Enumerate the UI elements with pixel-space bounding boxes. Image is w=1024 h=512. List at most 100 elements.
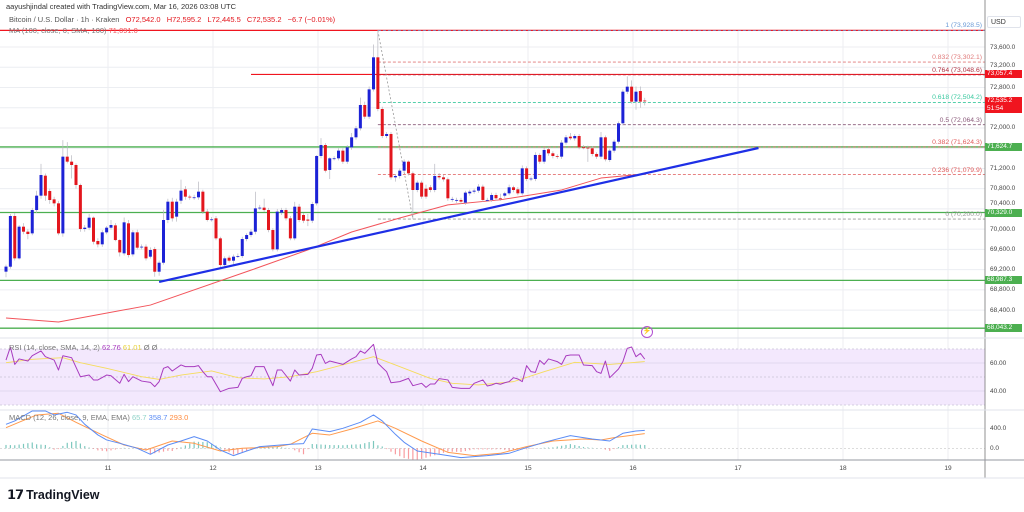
candle-body (612, 141, 616, 151)
macd-histogram-bar (403, 448, 405, 459)
macd-histogram-bar (62, 445, 64, 449)
macd-histogram-bar (224, 448, 226, 450)
macd-histogram-bar (263, 447, 265, 449)
candle-body (516, 189, 520, 194)
macd-histogram-bar (110, 448, 112, 451)
pane-frame (0, 0, 1024, 479)
brand-name: TradingView (26, 488, 100, 502)
candle-body (39, 175, 43, 196)
macd-legend[interactable]: MACD (12, 26, close, 9, EMA, EMA) 65.7 3… (9, 413, 188, 422)
macd-histogram-bar (36, 444, 38, 449)
macd-histogram-bar (574, 445, 576, 449)
macd-histogram-bar (101, 448, 103, 451)
candle-body (323, 145, 327, 171)
macd-histogram-bar (176, 448, 178, 450)
macd-histogram-bar (97, 448, 99, 451)
macd-histogram-bar (473, 448, 475, 450)
candle-body (205, 211, 209, 221)
candle-body (538, 154, 542, 162)
candle-body (603, 137, 607, 160)
candle-body (4, 266, 8, 272)
macd-histogram-bar (158, 448, 160, 453)
macd-histogram-bar (276, 446, 278, 449)
macd-histogram-bar (421, 448, 423, 459)
price-tag: 71,624.7 (985, 142, 1022, 151)
macd-histogram-bar (368, 442, 370, 449)
macd-histogram-bar (44, 444, 46, 449)
macd-histogram-bar (429, 448, 431, 457)
candle-body (367, 89, 371, 117)
macd-histogram-bar (167, 448, 169, 451)
candle-body (437, 175, 441, 178)
candle-body (22, 226, 25, 232)
ma-value: 71,091.0 (108, 26, 138, 35)
candle-body (109, 225, 113, 228)
candle-body (560, 142, 564, 157)
macd-histogram-bar (237, 448, 239, 454)
candle-body (555, 155, 559, 157)
chart-credit: aayushjindal created with TradingView.co… (6, 2, 236, 11)
tradingview-logo[interactable]: 𝟭𝟳 TradingView (7, 487, 100, 503)
macd-histogram-bar (604, 448, 606, 450)
candle-body (376, 57, 380, 109)
candle-body (262, 207, 266, 211)
candle-body (363, 104, 367, 117)
symbol-name[interactable]: Bitcoin / U.S. Dollar · 1h · Kraken (9, 15, 120, 24)
candle-body (284, 210, 288, 219)
ma100-line (5, 173, 645, 323)
ohlc-close: C72,535.2 (246, 15, 282, 24)
macd-histogram-bar (232, 448, 235, 455)
price-tag: 73,057.4 (985, 70, 1022, 79)
trendline (158, 146, 759, 284)
candle-body (232, 256, 235, 261)
macd-histogram-bar (486, 448, 488, 450)
macd-histogram-bar (456, 448, 458, 452)
candle-body (13, 216, 17, 259)
candle-body (140, 246, 144, 248)
macd-histogram-bar (272, 447, 274, 449)
candle-body (302, 214, 305, 221)
candle-body (240, 239, 244, 257)
candle-body (385, 133, 389, 137)
fib-level-label: 0.764 (73,048.6) (932, 66, 982, 74)
macd-histogram-bar (22, 443, 25, 449)
ma-legend[interactable]: MA (100, close, 0, SMA, 100) 71,091.0 (9, 26, 138, 35)
candle-body (582, 147, 585, 149)
event-marker-icon[interactable]: ⚡ (641, 326, 653, 338)
candle-body (643, 100, 647, 102)
candle-body (218, 238, 222, 266)
candle-body (485, 199, 489, 201)
macd-histogram-bar (329, 445, 331, 449)
macd-histogram-bar (75, 440, 77, 449)
candle-body (450, 198, 454, 200)
macd-histogram-bar (162, 448, 165, 452)
rsi-legend[interactable]: RSI (14, close, SMA, 14, 2) 62.76 61.01 … (9, 343, 158, 352)
macd-histogram-bar (394, 448, 396, 455)
macd-value: 358.7 (148, 413, 168, 422)
macd-histogram-bar (530, 448, 532, 449)
tradingview-logo-icon: 𝟭𝟳 (7, 487, 24, 502)
fibonacci-retracement (377, 29, 985, 220)
macd-histogram-bar (543, 447, 545, 449)
candle-body (236, 256, 240, 257)
candle-body (411, 173, 415, 190)
candle-body (512, 187, 515, 190)
macd-lines (5, 410, 646, 461)
candle-body (210, 219, 214, 221)
macd-histogram-bar (66, 442, 68, 449)
candle-body (407, 161, 410, 174)
currency-button[interactable]: USD (987, 16, 1021, 28)
time-tick-label: 19 (944, 465, 952, 472)
price-tick-label: 71,200.0 (990, 164, 1016, 172)
candle-body (595, 153, 599, 157)
macd-histogram-bar (5, 444, 7, 449)
fib-level-label: 0.618 (72,504.2) (932, 94, 982, 102)
candle-body (122, 222, 126, 254)
candle-body (17, 226, 21, 259)
candle-body (525, 168, 529, 179)
macd-histogram-bar (407, 448, 410, 459)
candle-body (8, 216, 12, 267)
fib-level-label: 0 (70,200.0) (945, 211, 982, 219)
macd-tick-label: 0.0 (990, 445, 1000, 453)
